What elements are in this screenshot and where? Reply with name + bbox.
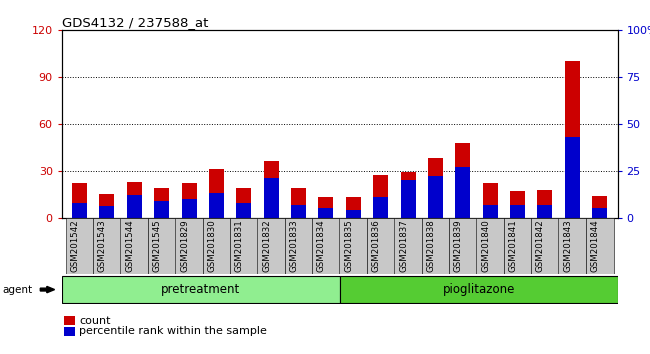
Text: GDS4132 / 237588_at: GDS4132 / 237588_at <box>62 16 208 29</box>
Bar <box>264 161 279 218</box>
Text: GSM201830: GSM201830 <box>207 219 216 272</box>
Bar <box>510 205 525 218</box>
Bar <box>483 205 498 218</box>
Bar <box>592 208 607 218</box>
Bar <box>586 218 614 274</box>
Text: pretreatment: pretreatment <box>161 283 240 296</box>
Text: percentile rank within the sample: percentile rank within the sample <box>79 326 267 336</box>
Bar <box>483 183 498 218</box>
Bar <box>428 158 443 218</box>
Bar <box>66 218 94 274</box>
Text: agent: agent <box>2 285 32 295</box>
Bar <box>394 218 422 274</box>
Bar <box>148 218 176 274</box>
Text: GSM201844: GSM201844 <box>591 219 600 272</box>
Text: GSM201542: GSM201542 <box>71 219 79 272</box>
Bar <box>209 193 224 218</box>
Text: GSM201543: GSM201543 <box>98 219 107 272</box>
Bar <box>181 199 196 218</box>
Bar <box>449 218 476 274</box>
Bar <box>99 206 114 218</box>
Text: GSM201831: GSM201831 <box>235 219 244 272</box>
Bar <box>237 188 252 218</box>
Bar <box>120 218 148 274</box>
Bar <box>154 188 169 218</box>
Bar <box>291 205 306 218</box>
Bar <box>318 198 333 218</box>
Text: GSM201843: GSM201843 <box>564 219 573 272</box>
Bar <box>127 195 142 218</box>
Text: GSM201838: GSM201838 <box>426 219 436 272</box>
Bar <box>230 218 257 274</box>
Bar <box>400 172 415 218</box>
Bar <box>422 218 449 274</box>
Bar <box>346 198 361 218</box>
Bar <box>209 169 224 218</box>
Text: GSM201839: GSM201839 <box>454 219 463 272</box>
Text: pioglitazone: pioglitazone <box>443 283 515 296</box>
Bar <box>531 218 559 274</box>
Bar <box>339 218 367 274</box>
Text: GSM201841: GSM201841 <box>508 219 517 272</box>
Bar <box>99 194 114 218</box>
Text: GSM201545: GSM201545 <box>153 219 162 272</box>
Bar <box>373 176 388 218</box>
Text: GSM201836: GSM201836 <box>372 219 381 272</box>
Bar <box>175 218 203 274</box>
Text: GSM201840: GSM201840 <box>481 219 490 272</box>
Bar <box>400 180 415 218</box>
Bar <box>312 218 340 274</box>
Text: GSM201842: GSM201842 <box>536 219 545 272</box>
Bar <box>264 178 279 218</box>
Text: GSM201832: GSM201832 <box>262 219 271 272</box>
Bar <box>558 218 586 274</box>
Bar <box>93 218 121 274</box>
Text: count: count <box>79 316 110 326</box>
Bar <box>291 188 306 218</box>
Bar <box>565 137 580 218</box>
Bar <box>72 203 87 218</box>
Bar <box>237 203 252 218</box>
Text: GSM201829: GSM201829 <box>180 219 189 272</box>
Bar <box>285 218 313 274</box>
Bar <box>565 61 580 218</box>
Bar <box>367 218 395 274</box>
Text: GSM201834: GSM201834 <box>317 219 326 272</box>
Bar <box>592 196 607 218</box>
Bar <box>346 210 361 218</box>
Bar <box>154 201 169 218</box>
Bar <box>455 167 471 218</box>
Text: GSM201833: GSM201833 <box>289 219 298 272</box>
Bar <box>428 176 443 218</box>
Bar <box>476 218 504 274</box>
Bar <box>181 183 196 218</box>
Bar <box>203 218 230 274</box>
Bar <box>538 190 552 218</box>
Bar <box>373 197 388 218</box>
Bar <box>510 191 525 218</box>
Bar <box>318 208 333 218</box>
Bar <box>538 205 552 218</box>
Bar <box>127 182 142 218</box>
Bar <box>455 143 471 218</box>
Bar <box>72 183 87 218</box>
Text: GSM201837: GSM201837 <box>399 219 408 272</box>
Bar <box>340 276 618 303</box>
Bar <box>62 276 340 303</box>
Bar <box>257 218 285 274</box>
Text: GSM201544: GSM201544 <box>125 219 135 272</box>
Text: GSM201835: GSM201835 <box>344 219 354 272</box>
Bar <box>504 218 532 274</box>
